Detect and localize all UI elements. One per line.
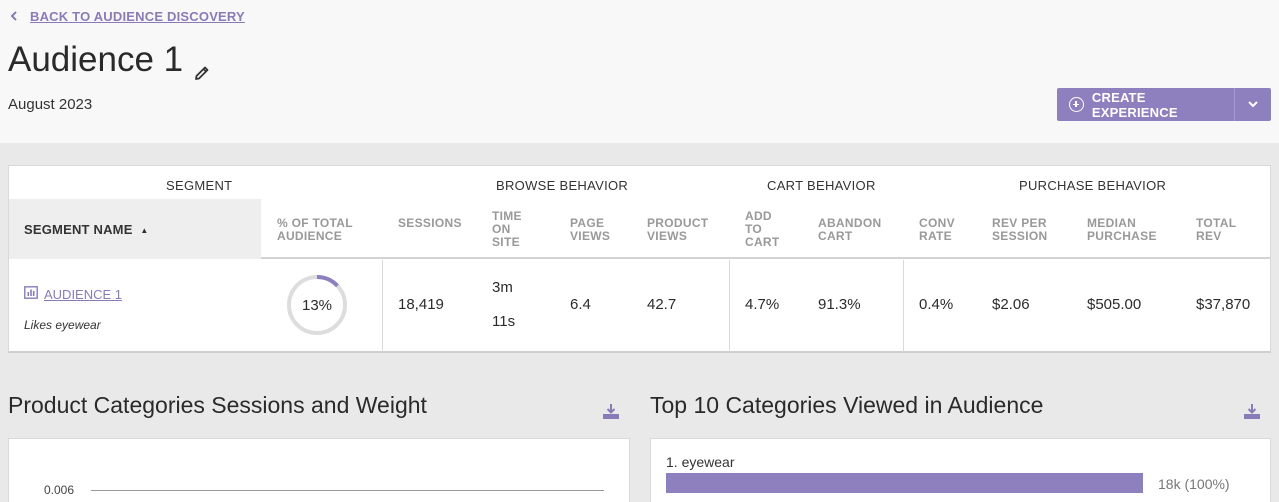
col-conv-line2: RATE (919, 229, 952, 243)
col-median-line1: MEDIAN (1087, 216, 1137, 230)
product-categories-chart-panel: 0.006 (8, 438, 630, 502)
ring-progress (287, 275, 347, 335)
col-sessions-line1: SESSIONS (398, 216, 462, 230)
top-categories-title: Top 10 Categories Viewed in Audience (650, 392, 1044, 418)
col-total-rev-line1: TOTAL (1196, 216, 1237, 230)
col-rev-per-session[interactable]: REV PER SESSION (992, 217, 1047, 243)
y-axis-tick: 0.006 (44, 483, 75, 497)
gridline (91, 490, 604, 491)
col-pct-total[interactable]: % OF TOTAL AUDIENCE (277, 217, 353, 243)
create-experience-label: CREATE EXPERIENCE (1091, 89, 1178, 120)
bar-chart-icon (24, 286, 38, 302)
product-views-value: 42.7 (647, 296, 677, 313)
category-label: 1. eyewear (666, 454, 735, 470)
create-experience-button[interactable]: CREATE EXPERIENCE (1057, 88, 1235, 121)
total-rev-value: $37,870 (1196, 296, 1251, 313)
col-add-to-cart[interactable]: ADD TO CART (745, 210, 780, 249)
page-title: Audience 1 (8, 40, 184, 79)
col-add-line1: ADD (745, 209, 772, 223)
group-header-segment: SEGMENT (166, 178, 233, 193)
col-product-views-line1: PRODUCT (647, 216, 709, 230)
col-time-line1: TIME (492, 209, 522, 223)
chevron-down-icon (1248, 99, 1258, 111)
col-median-line2: PURCHASE (1087, 229, 1157, 243)
group-header-cart: CART BEHAVIOR (767, 178, 876, 193)
time-minutes-value: 3m (492, 279, 513, 296)
col-pct-total-line1: % OF TOTAL (277, 216, 353, 230)
edit-pencil-icon[interactable] (193, 51, 211, 80)
page-views-value: 6.4 (570, 296, 591, 313)
abandon-cart-value: 91.3% (818, 296, 861, 313)
col-median-purchase[interactable]: MEDIAN PURCHASE (1087, 217, 1157, 243)
segment-metrics-table: SEGMENT BROWSE BEHAVIOR CART BEHAVIOR PU… (8, 165, 1271, 353)
group-header-browse: BROWSE BEHAVIOR (496, 178, 629, 193)
add-to-cart-value: 4.7% (745, 296, 780, 313)
col-total-rev-line2: REV (1196, 229, 1222, 243)
conv-rate-value: 0.4% (919, 296, 954, 313)
col-abandon-line1: ABANDON (818, 216, 882, 230)
plus-circle-icon (1069, 97, 1084, 112)
col-rps-line1: REV PER (992, 216, 1047, 230)
time-seconds-value: 11s (492, 313, 516, 330)
col-rps-line2: SESSION (992, 229, 1048, 243)
col-page-views-line1: PAGE (570, 216, 605, 230)
rev-per-session-value: $2.06 (992, 296, 1030, 313)
column-divider (382, 260, 383, 352)
page-title-row: Audience 1 (8, 40, 211, 80)
download-icon[interactable] (1243, 402, 1261, 420)
col-product-views[interactable]: PRODUCT VIEWS (647, 217, 708, 243)
date-range: August 2023 (8, 96, 93, 113)
col-abandon-line2: CART (818, 229, 853, 243)
pct-total-ring: 13% (287, 275, 347, 335)
page-header: BACK TO AUDIENCE DISCOVERY Audience 1 Au… (0, 0, 1279, 143)
audience-name: AUDIENCE 1 (44, 286, 123, 302)
sort-ascending-icon: ▲ (140, 226, 149, 235)
audience-link[interactable]: AUDIENCE 1 (24, 286, 122, 302)
col-time-line3: SITE (492, 235, 520, 249)
column-divider (903, 260, 904, 352)
segment-name-header-label: SEGMENT NAME (24, 222, 133, 237)
col-add-line3: CART (745, 235, 780, 249)
col-page-views[interactable]: PAGE VIEWS (570, 217, 610, 243)
col-page-views-line2: VIEWS (570, 229, 611, 243)
product-categories-title: Product Categories Sessions and Weight (8, 392, 427, 418)
col-product-views-line2: VIEWS (647, 229, 688, 243)
column-divider (729, 260, 730, 352)
category-value: 18k (100%) (1158, 476, 1230, 492)
back-link[interactable]: BACK TO AUDIENCE DISCOVERY (10, 9, 245, 24)
download-icon[interactable] (602, 402, 620, 420)
category-bar (666, 473, 1143, 493)
col-time-line2: ON (492, 222, 511, 236)
col-total-rev[interactable]: TOTAL REV (1196, 217, 1236, 243)
segment-name-header[interactable]: SEGMENT NAME ▲ (9, 199, 261, 259)
create-experience-split-button: CREATE EXPERIENCE (1057, 88, 1271, 121)
col-pct-total-line2: AUDIENCE (277, 229, 343, 243)
median-purchase-value: $505.00 (1087, 296, 1142, 313)
col-conv-line1: CONV (919, 216, 955, 230)
chevron-left-icon (10, 10, 20, 24)
audience-description: Likes eyewear (24, 318, 101, 332)
col-add-line2: TO (745, 222, 763, 236)
top-categories-panel: 1. eyewear 18k (100%) (650, 438, 1271, 502)
group-header-purchase: PURCHASE BEHAVIOR (1019, 178, 1167, 193)
col-abandon-cart[interactable]: ABANDON CART (818, 217, 881, 243)
sessions-value: 18,419 (398, 296, 444, 313)
col-sessions[interactable]: SESSIONS (398, 217, 462, 230)
column-header-row: SEGMENT NAME ▲ % OF TOTAL AUDIENCE SESSI… (9, 199, 1270, 259)
back-link-label: BACK TO AUDIENCE DISCOVERY (30, 9, 245, 24)
col-time-on-site[interactable]: TIME ON SITE (492, 210, 522, 249)
pct-total-value: 13% (302, 297, 332, 314)
create-experience-dropdown[interactable] (1235, 88, 1271, 121)
col-conv-rate[interactable]: CONV RATE (919, 217, 955, 243)
